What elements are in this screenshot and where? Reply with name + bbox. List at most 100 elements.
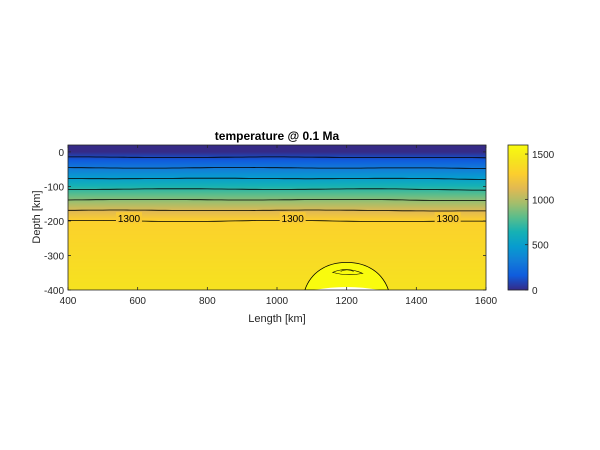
field-band [68,226,486,228]
field-band [68,228,486,230]
colorbar-band [508,189,528,191]
field-band [68,234,486,236]
field-band [68,197,486,199]
colorbar-band [508,185,528,187]
field-band [68,272,486,274]
contour-labels: 1300 1300 1300 [115,212,461,225]
plume-body [304,261,389,290]
colorbar-band [508,180,528,182]
field-band [68,177,486,179]
y-tick-label: -400 [44,286,64,297]
field-band [68,190,486,192]
isotherm-line [68,156,486,159]
field-band [68,175,486,177]
colorbar-band [508,252,528,254]
field-band [68,196,486,198]
field-band [68,198,486,200]
colorbar-band [508,196,528,198]
contour-label-bg [279,212,306,224]
field-band [68,278,486,280]
field-band [68,267,486,269]
colorbar-band [508,267,528,269]
colorbar-band [508,288,528,290]
colorbar-band [508,265,528,267]
field-band [68,150,486,152]
field-band [68,186,486,188]
field-band [68,246,486,248]
field-band [68,280,486,282]
field-band [68,247,486,249]
colorbar-band [508,217,528,219]
field-band [68,148,486,150]
colorbar-band [508,147,528,149]
field-band [68,236,486,238]
x-tick-label: 800 [199,296,216,307]
field-band [68,279,486,281]
x-tick-label: 1200 [336,296,359,307]
field-band [68,283,486,285]
field-band [68,244,486,246]
colorbar-band [508,220,528,222]
field-band [68,179,486,181]
field-band [68,248,486,250]
colorbar-band [508,202,528,204]
colorbar-band [508,212,528,214]
field-band [68,243,486,245]
colorbar-band [508,287,528,289]
colorbar-band [508,236,528,238]
colorbar-band [508,275,528,277]
colorbar-band [508,240,528,242]
field-band [68,185,486,187]
isotherm-line [68,167,486,169]
colorbar-band [508,213,528,215]
colorbar-band [508,241,528,243]
field-band [68,271,486,273]
colorbar-band [508,257,528,259]
field-band [68,237,486,239]
contour-label: 1300 [437,214,460,225]
field-band [68,230,486,232]
colorbar-band [508,171,528,173]
field-band [68,268,486,270]
field-band [68,214,486,216]
colorbar-band [508,274,528,276]
field-band [68,264,486,266]
y-tick-label: -100 [44,182,64,193]
x-tick-label: 1400 [405,296,428,307]
field-band [68,160,486,162]
isotherm-line [68,188,486,191]
colorbar-band [508,260,528,262]
colorbar-band [508,156,528,158]
colorbar-band [508,205,528,207]
field-band [68,180,486,182]
field-band [68,239,486,241]
field-band [68,250,486,252]
field-band [68,257,486,259]
colorbar-band [508,228,528,230]
field-band [68,203,486,205]
field-band [68,163,486,165]
colorbar-band [508,266,528,268]
colorbar-band [508,206,528,208]
field-band [68,205,486,207]
colorbar-band [508,146,528,148]
x-tick-label: 600 [129,296,146,307]
colorbar-band [508,151,528,153]
field-band [68,216,486,218]
field-band [68,208,486,210]
field-band [68,232,486,234]
y-tick-label: -300 [44,251,64,262]
colorbar-band [508,158,528,160]
field-band [68,233,486,235]
field-band [68,187,486,189]
colorbar-band [508,176,528,178]
field-band [68,260,486,262]
colorbar-band [508,268,528,270]
colorbar-band [508,227,528,229]
colorbar-band [508,248,528,250]
colorbar-band [508,160,528,162]
colorbar-band [508,195,528,197]
colorbar-band [508,279,528,281]
contour-label-bg [434,212,461,224]
field-band [68,191,486,193]
